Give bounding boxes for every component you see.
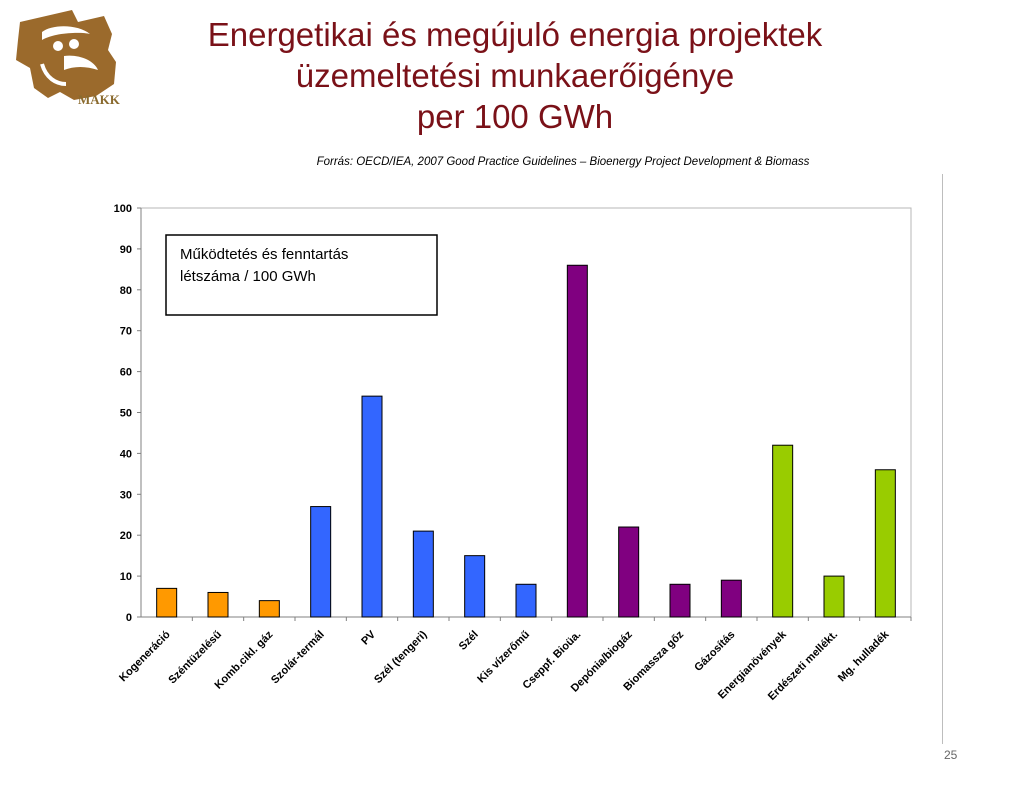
x-tick-label: Szél (tengeri) (372, 628, 430, 686)
x-tick-label: Kogeneráció (117, 628, 173, 684)
bar (207, 591, 229, 618)
bar (258, 600, 280, 618)
source-citation: Forrás: OECD/IEA, 2007 Good Practice Gui… (316, 156, 810, 168)
y-tick-label: 10 (120, 571, 132, 583)
makk-logo-icon (8, 4, 126, 108)
y-tick-label: 0 (126, 612, 132, 624)
bar (156, 587, 178, 618)
x-tick-label: Gázosítás (692, 629, 737, 674)
bar (515, 583, 537, 618)
title-line-1: Energetikai és megújuló energia projekte… (207, 16, 823, 53)
bar (823, 575, 845, 618)
legend-text: Működtetés és fenntartás (180, 246, 348, 263)
y-tick-label: 100 (114, 203, 132, 215)
divider-line (942, 174, 943, 744)
y-tick-label: 30 (120, 489, 132, 501)
bar (310, 506, 332, 618)
bar (772, 444, 794, 618)
y-tick-label: 20 (120, 530, 132, 542)
y-tick-label: 80 (120, 285, 132, 297)
y-tick-label: 90 (120, 244, 132, 256)
title-line-3: per 100 GWh (416, 98, 614, 135)
legend-text: létszáma / 100 GWh (180, 268, 316, 285)
logo-text: MAKK (78, 92, 120, 107)
bar (566, 264, 588, 618)
title-line-2: üzemeltetési munkaerőigénye (295, 57, 735, 94)
y-tick-label: 40 (120, 448, 132, 460)
bar (720, 579, 742, 618)
bar (361, 395, 383, 618)
bar (412, 530, 434, 618)
y-tick-label: 50 (120, 408, 132, 420)
x-tick-label: Kis vízerőmű (475, 628, 532, 685)
y-tick-label: 60 (120, 367, 132, 379)
x-tick-label: PV (359, 628, 378, 647)
x-tick-label: Széntüzelésű (166, 628, 224, 686)
bar (669, 583, 691, 618)
bar (874, 469, 896, 618)
bar (618, 526, 640, 618)
x-tick-label: Szél (457, 629, 481, 653)
x-tick-label: Szolár-termál (269, 629, 327, 687)
page-number: 25 (944, 748, 958, 762)
slide-title: Energetikai és megújuló energia projekte… (180, 14, 850, 137)
legend-box (165, 234, 438, 316)
x-tick-label: Mg. hulladék (836, 628, 892, 684)
y-tick-label: 70 (120, 326, 132, 338)
bar (464, 555, 486, 618)
